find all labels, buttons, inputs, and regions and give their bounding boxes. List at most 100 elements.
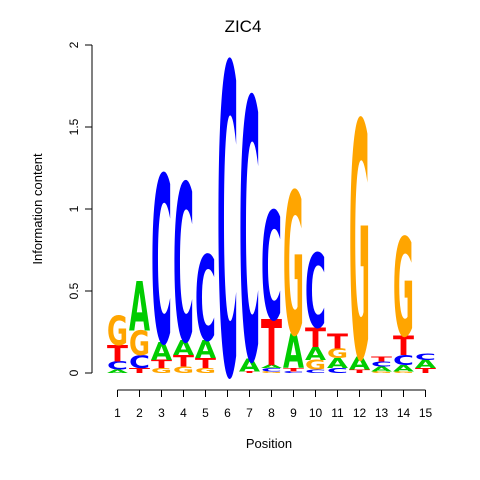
- logo-letter-T: T: [173, 352, 194, 371]
- logo-glyph: T: [173, 352, 194, 371]
- logo-glyph: T: [393, 330, 414, 362]
- y-tick-label: 1: [67, 205, 81, 212]
- logo-letter-A: A: [107, 369, 128, 374]
- logo-glyph: G: [393, 210, 414, 367]
- logo-glyph: G: [393, 371, 414, 374]
- logo-glyph: T: [415, 367, 437, 375]
- x-tick-label: 11: [331, 406, 344, 420]
- logo-glyph: G: [195, 367, 216, 375]
- logo-letter-T: T: [283, 367, 304, 372]
- logo-letter-C: C: [305, 369, 326, 374]
- x-tick-label: 14: [397, 406, 411, 420]
- y-axis: 0 0.5 1 1.5 2: [67, 41, 93, 376]
- logo-letter-T: T: [195, 356, 217, 372]
- logo-letter-T: T: [349, 369, 370, 374]
- logo-letter-G: G: [129, 325, 150, 364]
- logo-letter-A: A: [305, 344, 326, 364]
- x-axis-label: Position: [246, 436, 292, 451]
- logo-glyph: C: [283, 371, 304, 374]
- x-tick-label: 2: [136, 406, 143, 420]
- x-tick-label: 12: [353, 406, 367, 420]
- logo-letter-T: T: [261, 306, 282, 380]
- x-tick-label: 1: [114, 406, 121, 420]
- logo-letter-A: A: [151, 338, 172, 367]
- logo-letter-A: A: [327, 356, 349, 372]
- logo-glyph: C: [107, 360, 128, 373]
- logo-letter-G: G: [393, 210, 414, 367]
- x-tick-label: 15: [419, 406, 433, 420]
- logo-letter-T: T: [415, 367, 437, 375]
- y-axis-label: Information content: [30, 153, 45, 265]
- logo-glyph: C: [261, 183, 282, 355]
- logo-letter-C: C: [107, 360, 128, 373]
- logo-glyph: T: [261, 306, 282, 380]
- logo-glyph: G: [371, 371, 392, 374]
- logo-letter-A: A: [173, 336, 195, 360]
- logo-glyph: C: [239, 26, 260, 443]
- logo-letter-C: C: [415, 351, 436, 362]
- logo-letter-C: C: [217, 0, 238, 475]
- y-tick-label: 0: [67, 369, 81, 376]
- logo-letter-T: T: [371, 355, 393, 363]
- logo-letter-G: G: [327, 346, 348, 362]
- logo-glyph: A: [283, 325, 304, 380]
- logo-glyph: C: [305, 233, 326, 351]
- logo-letter-A: A: [371, 365, 393, 373]
- logo-letter-C: C: [151, 129, 172, 397]
- logo-glyph: T: [195, 356, 217, 372]
- logo-glyph: G: [261, 371, 282, 374]
- logo-letter-A: A: [261, 364, 282, 369]
- logo-glyph: C: [305, 369, 326, 374]
- logo-letter-G: G: [283, 151, 304, 380]
- logo-letter-C: C: [283, 371, 304, 374]
- logo-letter-C: C: [129, 352, 150, 373]
- logo-glyph: T: [371, 355, 393, 363]
- logo-glyph: C: [195, 233, 216, 369]
- logo-glyph: A: [129, 269, 150, 348]
- x-tick-label: 13: [375, 406, 389, 420]
- logo-glyph: C: [327, 367, 348, 375]
- logo-glyph: C: [217, 0, 238, 475]
- logo-glyph: T: [151, 358, 172, 371]
- logo-glyph: G: [129, 325, 150, 364]
- x-tick-label: 6: [224, 406, 231, 420]
- logo-letter-T: T: [151, 358, 172, 371]
- logo-glyph: A: [261, 364, 282, 369]
- logo-letter-T: T: [393, 330, 414, 362]
- logo-glyph: A: [327, 356, 349, 372]
- logo-letter-C: C: [261, 367, 282, 372]
- logo-glyph: C: [173, 141, 194, 392]
- logo-glyph: A: [239, 356, 260, 376]
- y-tick-label: 2: [67, 41, 81, 48]
- x-tick-label: 5: [202, 406, 209, 420]
- logo-letter-G: G: [305, 357, 326, 373]
- logo-glyph: C: [393, 353, 414, 369]
- logo-letter-G: G: [261, 371, 282, 374]
- logo-letter-C: C: [371, 360, 392, 368]
- logo-glyph: G: [327, 346, 348, 362]
- y-tick-label: 0.5: [67, 282, 81, 299]
- logo-letter-T: T: [305, 322, 326, 354]
- logo-letter-C: C: [327, 367, 348, 375]
- logo-glyph: A: [173, 336, 195, 360]
- x-axis: 1 2 3 4 5 6 7 8 9 10 11 12 13 14 15: [114, 389, 433, 420]
- x-tick-label: 10: [309, 406, 323, 420]
- logo-letter-T: T: [107, 341, 129, 367]
- logo-glyph: T: [239, 371, 260, 374]
- logo-letter-T: T: [129, 367, 151, 375]
- logo-glyph: A: [415, 358, 436, 371]
- logo-glyph: T: [107, 341, 129, 367]
- x-tick-label: 9: [290, 406, 297, 420]
- logo-glyph: G: [283, 151, 304, 380]
- logo-glyph: C: [129, 352, 150, 373]
- logo-letter-G: G: [151, 367, 172, 375]
- logo-glyph: G: [151, 367, 172, 375]
- x-tick-label: 3: [158, 406, 165, 420]
- logo-glyph: G: [349, 58, 370, 434]
- logo-glyph: C: [371, 360, 392, 368]
- logo-glyph: A: [349, 354, 370, 374]
- y-tick-label: 1.5: [67, 118, 81, 135]
- logo-glyph: A: [151, 338, 172, 367]
